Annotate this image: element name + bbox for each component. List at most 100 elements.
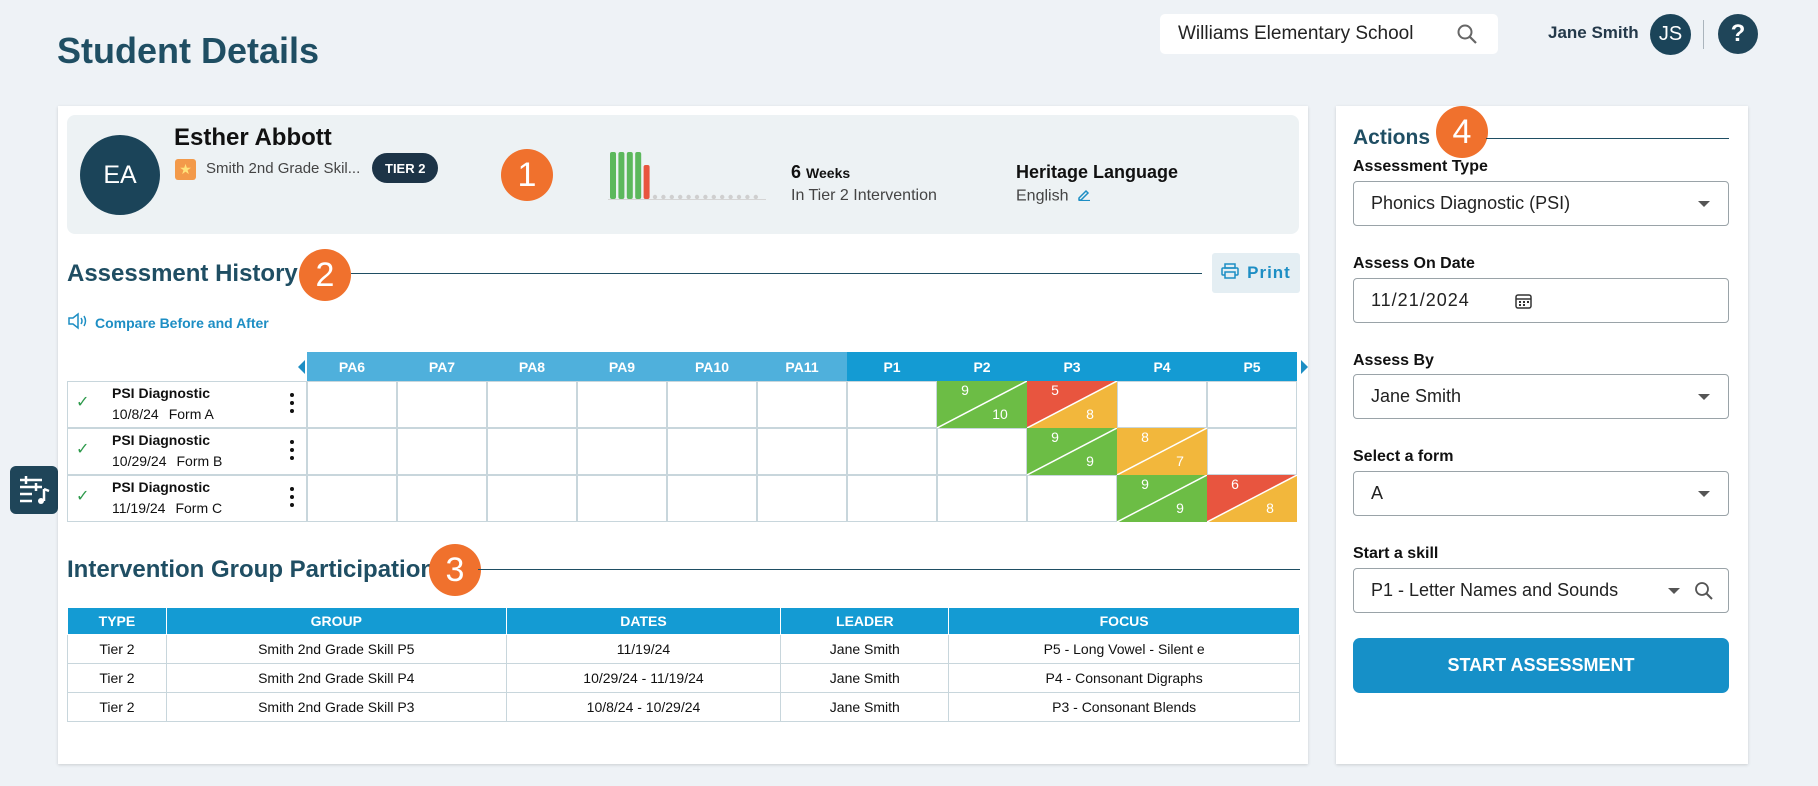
assessment-date: 10/8/24	[112, 406, 159, 422]
compare-before-after-link[interactable]: Compare Before and After	[67, 312, 269, 333]
assessment-name: PSI Diagnostic	[112, 479, 211, 495]
calendar-icon[interactable]	[1515, 292, 1532, 314]
assessment-type-value: Phonics Diagnostic (PSI)	[1371, 193, 1571, 213]
score-bottom-value: 10	[992, 406, 1008, 422]
grid-cell	[397, 428, 487, 475]
more-options-icon[interactable]	[290, 440, 294, 464]
print-button[interactable]: Print	[1212, 253, 1300, 293]
score-bottom-value: 9	[1176, 500, 1184, 516]
cell-dates: 10/8/24 - 10/29/24	[505, 692, 782, 722]
star-icon: ★	[175, 159, 196, 180]
assessment-row[interactable]: ✓ PSI Diagnostic 10/29/24 Form B	[67, 428, 307, 475]
grid-cell	[757, 475, 847, 522]
chevron-down-icon	[1698, 394, 1710, 400]
score-bottom-value: 8	[1086, 406, 1094, 422]
table-row[interactable]: Tier 2 Smith 2nd Grade Skill P4 10/29/24 -…	[67, 663, 1300, 693]
scroll-right-arrow-icon[interactable]	[1301, 360, 1308, 374]
week-bar-filled	[610, 152, 616, 199]
week-bar-empty	[661, 194, 666, 200]
callout-badge-3: 3	[429, 544, 481, 596]
speaker-icon	[67, 312, 89, 333]
grid-cell	[307, 428, 397, 475]
grid-cell	[487, 381, 577, 428]
skill-select[interactable]: P1 - Letter Names and Sounds	[1353, 568, 1729, 613]
search-icon[interactable]	[1456, 23, 1478, 51]
grid-cell	[847, 475, 937, 522]
score-top-value: 8	[1141, 429, 1149, 445]
form-select[interactable]: A	[1353, 471, 1729, 516]
assessment-row[interactable]: ✓ PSI Diagnostic 11/19/24 Form C	[67, 475, 307, 522]
actions-title: Actions	[1353, 126, 1431, 149]
actions-panel: Actions 4 Assessment Type Phonics Diagno…	[1336, 106, 1748, 764]
column-header-pa9[interactable]: PA9	[577, 352, 667, 381]
column-header-p3[interactable]: P3	[1027, 352, 1117, 381]
assessment-date: 11/19/24	[112, 500, 166, 516]
column-header-pa8[interactable]: PA8	[487, 352, 577, 381]
cell-dates: 11/19/24	[505, 634, 782, 664]
assess-date-input[interactable]: 11/21/2024	[1353, 278, 1729, 323]
weeks-progress-chart	[608, 152, 766, 200]
column-header-p1[interactable]: P1	[847, 352, 937, 381]
grid-cell	[1027, 475, 1117, 522]
assessment-row[interactable]: ✓ PSI Diagnostic 10/8/24 Form A	[67, 381, 307, 428]
assess-by-label: Assess By	[1353, 352, 1434, 369]
table-row[interactable]: Tier 2 Smith 2nd Grade Skill P3 10/8/24 - …	[67, 692, 1300, 722]
table-row[interactable]: Tier 2 Smith 2nd Grade Skill P5 11/19/24 Ja…	[67, 634, 1300, 664]
cell-type: Tier 2	[67, 634, 167, 664]
cell-type: Tier 2	[67, 663, 167, 693]
assessment-form: Form A	[168, 406, 214, 422]
score-cell[interactable]: 9 10	[937, 381, 1027, 428]
edit-pencil-icon[interactable]	[1077, 187, 1091, 206]
column-header-p2[interactable]: P2	[937, 352, 1027, 381]
compare-label: Compare Before and After	[95, 314, 269, 331]
column-header-leader: LEADER	[780, 607, 950, 635]
assess-by-select[interactable]: Jane Smith	[1353, 374, 1729, 419]
assessment-meta: 10/8/24 Form A	[112, 406, 214, 422]
search-icon[interactable]	[1694, 581, 1714, 606]
column-header-focus: FOCUS	[948, 607, 1300, 635]
column-header-p4[interactable]: P4	[1117, 352, 1207, 381]
column-header-pa6[interactable]: PA6	[307, 352, 397, 381]
column-header-group: GROUP	[165, 607, 507, 635]
more-options-icon[interactable]	[290, 393, 294, 417]
user-avatar[interactable]: JS	[1650, 14, 1691, 55]
cell-leader: Jane Smith	[780, 663, 950, 693]
student-group[interactable]: Smith 2nd Grade Skil...	[206, 160, 361, 177]
assessment-type-select[interactable]: Phonics Diagnostic (PSI)	[1353, 181, 1729, 226]
filter-music-icon[interactable]	[10, 466, 58, 514]
column-header-pa7[interactable]: PA7	[397, 352, 487, 381]
week-bar-filled	[626, 152, 633, 199]
chevron-down-icon	[1698, 491, 1710, 497]
section-divider	[478, 569, 1300, 570]
school-selector[interactable]: Williams Elementary School	[1160, 14, 1498, 54]
score-triangles	[1117, 475, 1207, 522]
start-assessment-button[interactable]: START ASSESSMENT	[1353, 638, 1729, 693]
week-bar-empty	[736, 194, 742, 200]
score-bottom-value: 7	[1176, 453, 1184, 469]
printer-icon	[1221, 262, 1239, 284]
score-diagonal	[937, 381, 1027, 428]
weeks-number: 6	[791, 162, 802, 182]
student-avatar: EA	[80, 135, 160, 215]
more-options-icon[interactable]	[290, 487, 294, 511]
help-icon[interactable]: ?	[1718, 14, 1758, 54]
assess-date-value: 11/21/2024	[1371, 290, 1470, 310]
column-header-p5[interactable]: P5	[1207, 352, 1297, 381]
grid-cell	[667, 475, 757, 522]
week-bar-empty	[711, 194, 716, 200]
intervention-table: TYPE GROUP DATES LEADER FOCUS Tier 2 Smith 2n…	[67, 607, 1300, 722]
grid-cell	[487, 428, 577, 475]
cell-focus: P3 - Consonant Blends	[948, 692, 1300, 722]
scroll-left-arrow-icon[interactable]	[298, 360, 305, 374]
cell-focus: P4 - Consonant Digraphs	[948, 663, 1300, 693]
column-header-pa11[interactable]: PA11	[757, 352, 847, 381]
table-header-row: TYPE GROUP DATES LEADER FOCUS	[67, 607, 1300, 635]
column-header-pa10[interactable]: PA10	[667, 352, 757, 381]
weeks-unit: Weeks	[806, 165, 851, 181]
score-bottom-value: 9	[1086, 453, 1094, 469]
